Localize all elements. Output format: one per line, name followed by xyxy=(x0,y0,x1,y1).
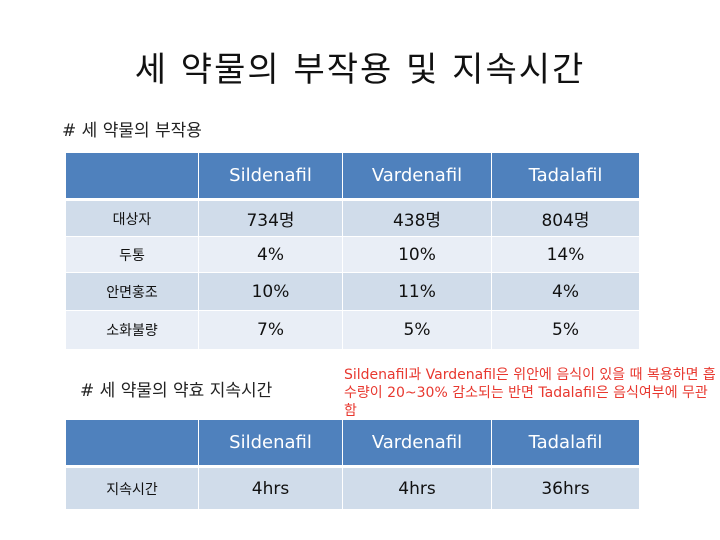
table-header-row: Sildenafil Vardenafil Tadalafil xyxy=(66,153,639,201)
header-drug-cell: Tadalafil xyxy=(492,153,639,201)
row-label: 안면홍조 xyxy=(66,273,199,311)
table-row: 소화불량 7% 5% 5% xyxy=(66,311,639,350)
table-cell: 804명 xyxy=(492,201,639,237)
duration-table: Sildenafil Vardenafil Tadalafil 지속시간 4hr… xyxy=(66,420,639,510)
page-title: 세 약물의 부작용 및 지속시간 xyxy=(134,50,586,90)
table-cell: 734명 xyxy=(199,201,343,237)
table-cell: 5% xyxy=(492,311,639,350)
duration-heading: # 세 약물의 약효 지속시간 xyxy=(80,381,273,401)
header-drug-cell: Sildenafil xyxy=(199,153,343,201)
table-cell: 4hrs xyxy=(343,468,492,510)
row-label: 소화불량 xyxy=(66,311,199,350)
side-effects-table: Sildenafil Vardenafil Tadalafil 대상자 734명… xyxy=(66,153,639,350)
row-label: 두통 xyxy=(66,237,199,273)
table-cell: 4% xyxy=(492,273,639,311)
header-corner-cell xyxy=(66,153,199,201)
row-label: 대상자 xyxy=(66,201,199,237)
table-cell: 7% xyxy=(199,311,343,350)
table-row: 두통 4% 10% 14% xyxy=(66,237,639,273)
header-drug-cell: Sildenafil xyxy=(199,420,343,468)
header-drug-cell: Vardenafil xyxy=(343,420,492,468)
table-header-row: Sildenafil Vardenafil Tadalafil xyxy=(66,420,639,468)
table-row: 지속시간 4hrs 4hrs 36hrs xyxy=(66,468,639,510)
header-drug-cell: Vardenafil xyxy=(343,153,492,201)
table-cell: 4hrs xyxy=(199,468,343,510)
row-label: 지속시간 xyxy=(66,468,199,510)
table-row: 대상자 734명 438명 804명 xyxy=(66,201,639,237)
table-cell: 10% xyxy=(199,273,343,311)
table-cell: 11% xyxy=(343,273,492,311)
side-effects-heading: # 세 약물의 부작용 xyxy=(62,121,202,141)
header-corner-cell xyxy=(66,420,199,468)
table-cell: 36hrs xyxy=(492,468,639,510)
table-cell: 14% xyxy=(492,237,639,273)
table-cell: 5% xyxy=(343,311,492,350)
table-cell: 438명 xyxy=(343,201,492,237)
table-cell: 10% xyxy=(343,237,492,273)
table-row: 안면홍조 10% 11% 4% xyxy=(66,273,639,311)
food-effect-note: Sildenafil과 Vardenafil은 위안에 음식이 있을 때 복용하… xyxy=(344,367,716,419)
table-cell: 4% xyxy=(199,237,343,273)
header-drug-cell: Tadalafil xyxy=(492,420,639,468)
